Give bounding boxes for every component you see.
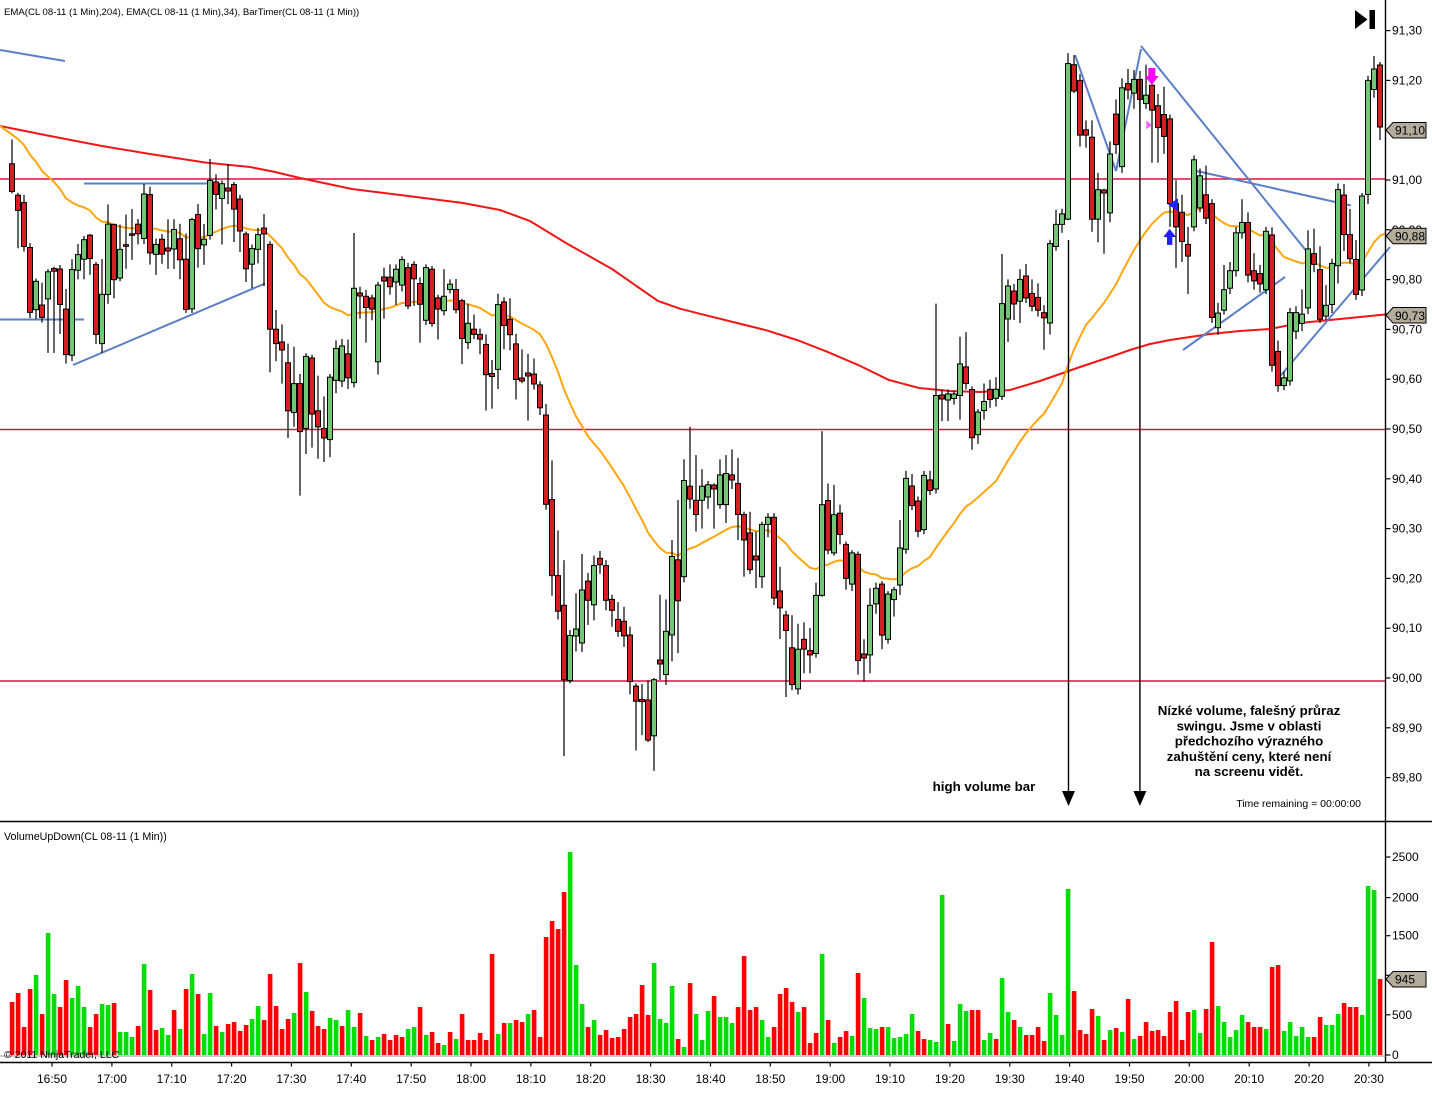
svg-text:90,70: 90,70 xyxy=(1392,322,1422,336)
svg-text:VolumeUpDown(CL 08-11 (1 Min)): VolumeUpDown(CL 08-11 (1 Min)) xyxy=(4,831,167,843)
svg-text:18:40: 18:40 xyxy=(695,1072,725,1086)
svg-text:19:10: 19:10 xyxy=(875,1072,905,1086)
svg-text:89,80: 89,80 xyxy=(1392,771,1422,785)
svg-text:19:00: 19:00 xyxy=(815,1072,845,1086)
svg-text:500: 500 xyxy=(1392,1008,1412,1022)
svg-text:17:40: 17:40 xyxy=(336,1072,366,1086)
svg-text:2000: 2000 xyxy=(1392,891,1419,905)
svg-text:19:50: 19:50 xyxy=(1114,1072,1144,1086)
svg-text:90,50: 90,50 xyxy=(1392,422,1422,436)
svg-text:20:10: 20:10 xyxy=(1234,1072,1264,1086)
svg-text:91,20: 91,20 xyxy=(1392,73,1422,87)
svg-text:Time remaining = 00:00:00: Time remaining = 00:00:00 xyxy=(1236,798,1361,810)
svg-text:16:50: 16:50 xyxy=(37,1072,67,1086)
svg-text:19:40: 19:40 xyxy=(1055,1072,1085,1086)
svg-text:20:20: 20:20 xyxy=(1294,1072,1324,1086)
svg-text:EMA(CL 08-11 (1 Min),204), EMA: EMA(CL 08-11 (1 Min),204), EMA(CL 08-11 … xyxy=(4,7,359,18)
svg-text:90,40: 90,40 xyxy=(1392,472,1422,486)
svg-text:zahuštění ceny, které není: zahuštění ceny, které není xyxy=(1167,749,1333,764)
svg-text:17:50: 17:50 xyxy=(396,1072,426,1086)
svg-text:© 2011 NinjaTrader, LLC: © 2011 NinjaTrader, LLC xyxy=(4,1049,120,1061)
svg-text:17:10: 17:10 xyxy=(157,1072,187,1086)
svg-text:high volume bar: high volume bar xyxy=(933,779,1036,794)
svg-text:90,00: 90,00 xyxy=(1392,671,1422,685)
svg-text:17:20: 17:20 xyxy=(217,1072,247,1086)
svg-text:945: 945 xyxy=(1395,973,1415,987)
svg-text:1500: 1500 xyxy=(1392,929,1419,943)
svg-text:předchozího výrazného: předchozího výrazného xyxy=(1175,734,1324,749)
svg-text:91,00: 91,00 xyxy=(1392,173,1422,187)
svg-text:90,60: 90,60 xyxy=(1392,372,1422,386)
svg-text:90,88: 90,88 xyxy=(1395,230,1425,244)
svg-text:19:20: 19:20 xyxy=(935,1072,965,1086)
svg-text:na screenu vidět.: na screenu vidět. xyxy=(1195,764,1304,779)
svg-text:90,80: 90,80 xyxy=(1392,273,1422,287)
svg-text:89,90: 89,90 xyxy=(1392,721,1422,735)
svg-text:91,10: 91,10 xyxy=(1395,124,1425,138)
svg-text:18:50: 18:50 xyxy=(755,1072,785,1086)
svg-text:18:10: 18:10 xyxy=(516,1072,546,1086)
svg-text:18:20: 18:20 xyxy=(576,1072,606,1086)
svg-text:2500: 2500 xyxy=(1392,850,1419,864)
svg-text:19:30: 19:30 xyxy=(995,1072,1025,1086)
svg-text:91,30: 91,30 xyxy=(1392,24,1422,38)
svg-text:18:30: 18:30 xyxy=(636,1072,666,1086)
svg-text:90,30: 90,30 xyxy=(1392,522,1422,536)
svg-text:20:30: 20:30 xyxy=(1354,1072,1384,1086)
svg-text:90,20: 90,20 xyxy=(1392,571,1422,585)
svg-text:17:30: 17:30 xyxy=(276,1072,306,1086)
svg-text:18:00: 18:00 xyxy=(456,1072,486,1086)
svg-text:20:00: 20:00 xyxy=(1174,1072,1204,1086)
svg-text:swingu. Jsme v oblasti: swingu. Jsme v oblasti xyxy=(1177,718,1322,733)
svg-text:17:00: 17:00 xyxy=(97,1072,127,1086)
svg-text:90,10: 90,10 xyxy=(1392,621,1422,635)
svg-text:90,73: 90,73 xyxy=(1395,309,1425,323)
svg-text:Nízké volume, falešný průraz: Nízké volume, falešný průraz xyxy=(1158,703,1341,718)
svg-text:0: 0 xyxy=(1392,1048,1399,1062)
